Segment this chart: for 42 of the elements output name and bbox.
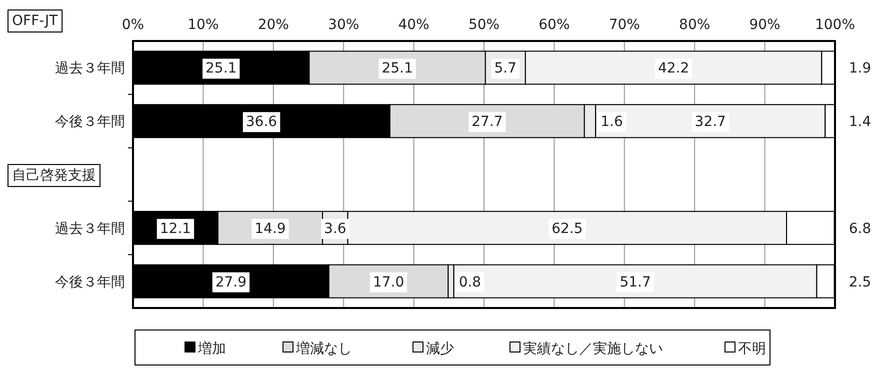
data-label: 3.6: [324, 220, 346, 237]
data-label: 14.9: [254, 220, 286, 237]
x-tick-label: 10%: [188, 17, 219, 33]
x-tick-label: 20%: [258, 17, 289, 33]
legend-label: 実績なし／実施しない: [523, 341, 663, 357]
data-label: 36.6: [246, 114, 278, 130]
data-label: 17.0: [372, 274, 404, 290]
data-label: 32.7: [694, 114, 726, 130]
x-tick-label: 70%: [608, 17, 640, 33]
data-label: 25.1: [382, 60, 413, 77]
data-label: 2.5: [848, 274, 872, 290]
y-tick-label: 今後３年間: [55, 114, 125, 130]
data-label: 6.8: [848, 220, 872, 237]
x-tick-label: 100%: [814, 17, 856, 33]
data-label: 51.7: [620, 274, 651, 290]
y-tick-label: 過去３年間: [55, 60, 125, 77]
text: 自己啓発支援: [12, 168, 96, 184]
data-label: 1.4: [848, 114, 872, 130]
data-label: 12.1: [160, 220, 192, 237]
y-tick-label: 今後３年間: [55, 274, 125, 290]
x-tick-label: 40%: [398, 17, 430, 33]
text: OFF-JT: [12, 13, 58, 29]
x-tick-label: 0%: [122, 17, 144, 33]
data-label: 1.6: [600, 114, 623, 130]
legend-label: 増加: [197, 340, 226, 357]
data-label: 1.9: [848, 60, 872, 77]
legend-label: 不明: [738, 341, 766, 357]
data-label: 25.1: [206, 60, 237, 77]
data-label: 27.9: [215, 274, 247, 290]
x-tick-label: 80%: [679, 17, 710, 33]
data-label: 42.2: [658, 60, 690, 77]
data-label: 27.7: [472, 114, 503, 130]
data-label: 5.7: [494, 60, 517, 77]
x-tick-label: 90%: [749, 17, 780, 33]
x-tick-label: 60%: [538, 17, 570, 33]
x-tick-label: 50%: [468, 17, 500, 33]
y-tick-label: 過去３年間: [55, 220, 125, 237]
legend-label: 減少: [426, 341, 454, 357]
data-label: 0.8: [458, 274, 482, 290]
data-label: 62.5: [552, 220, 583, 237]
legend-label: 増減なし: [295, 340, 352, 357]
x-tick-label: 30%: [328, 17, 360, 33]
